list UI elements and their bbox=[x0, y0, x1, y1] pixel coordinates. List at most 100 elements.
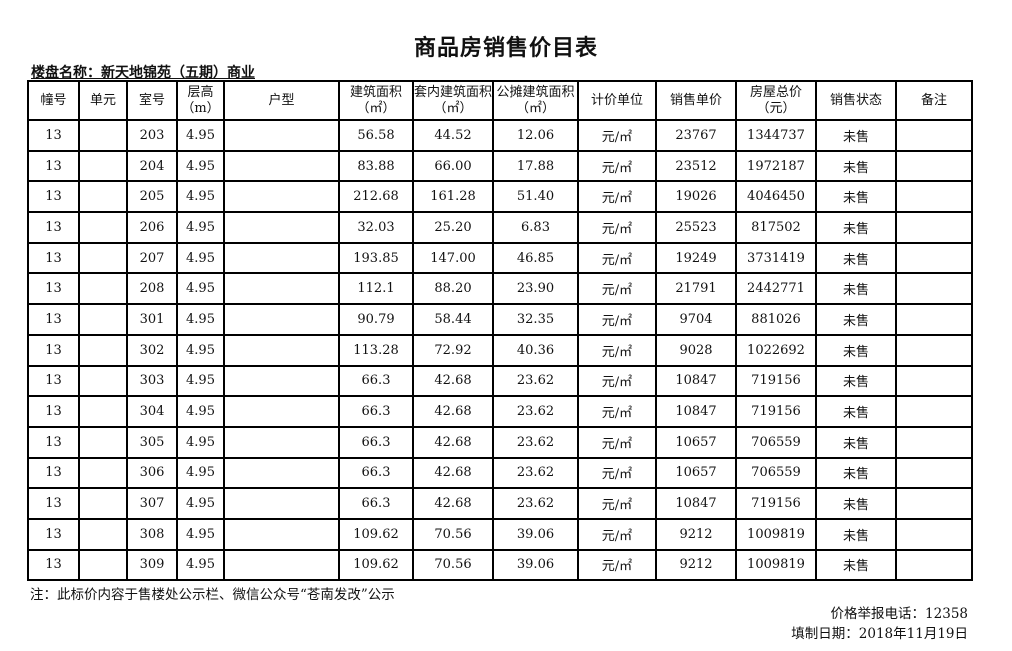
table-cell: 23.62 bbox=[492, 395, 579, 428]
table-cell bbox=[223, 517, 340, 551]
table-cell: 39.06 bbox=[492, 517, 579, 551]
table-row: 13 206 4.95 32.03 25.20 6.83 元/㎡ 25523 817502 未售 bbox=[27, 211, 973, 244]
table-row: 13 309 4.95 109.62 70.56 39.06 元/㎡ 9212 1009819 未… bbox=[27, 548, 973, 582]
table-cell: 元/㎡ bbox=[577, 487, 657, 520]
table-cell: 161.28 bbox=[412, 180, 494, 214]
table-cell: 4.95 bbox=[176, 303, 225, 336]
table-cell: 13 bbox=[27, 180, 80, 214]
table-cell bbox=[78, 119, 128, 152]
table-cell: 4.95 bbox=[176, 333, 225, 367]
table-cell: 13 bbox=[27, 149, 80, 183]
table-cell: 13 bbox=[27, 487, 80, 520]
table-cell bbox=[78, 425, 128, 459]
table-cell bbox=[78, 395, 128, 428]
table-cell: 4.95 bbox=[176, 272, 225, 306]
table-cell: 10657 bbox=[655, 456, 737, 490]
table-cell: 1022692 bbox=[735, 333, 817, 367]
table-cell: 719156 bbox=[735, 487, 817, 520]
table-cell: 9028 bbox=[655, 333, 737, 367]
table-cell bbox=[895, 241, 973, 275]
table-cell: 未售 bbox=[815, 456, 897, 490]
table-cell: 元/㎡ bbox=[577, 272, 657, 306]
column-header: 套内建筑面积（㎡） bbox=[412, 80, 494, 121]
table-cell: 1972187 bbox=[735, 149, 817, 183]
table-cell bbox=[223, 395, 340, 428]
table-cell bbox=[223, 456, 340, 490]
table-cell: 4.95 bbox=[176, 364, 225, 398]
table-cell: 12.06 bbox=[492, 119, 579, 152]
table-cell: 205 bbox=[126, 180, 178, 214]
table-cell: 147.00 bbox=[412, 241, 494, 275]
table-cell: 32.03 bbox=[338, 211, 414, 244]
table-cell bbox=[895, 180, 973, 214]
table-cell bbox=[895, 517, 973, 551]
table-cell: 212.68 bbox=[338, 180, 414, 214]
table-cell: 66.3 bbox=[338, 395, 414, 428]
table-cell: 301 bbox=[126, 303, 178, 336]
table-cell bbox=[223, 211, 340, 244]
table-cell: 4.95 bbox=[176, 119, 225, 152]
table-cell: 13 bbox=[27, 333, 80, 367]
table-cell: 113.28 bbox=[338, 333, 414, 367]
table-cell: 23512 bbox=[655, 149, 737, 183]
table-cell: 207 bbox=[126, 241, 178, 275]
table-row: 13 207 4.95 193.85 147.00 46.85 元/㎡ 19249 373141… bbox=[27, 241, 973, 275]
table-cell: 未售 bbox=[815, 241, 897, 275]
table-cell bbox=[78, 303, 128, 336]
table-cell: 1009819 bbox=[735, 548, 817, 582]
table-cell: 17.88 bbox=[492, 149, 579, 183]
table-cell: 305 bbox=[126, 425, 178, 459]
table-cell: 10847 bbox=[655, 395, 737, 428]
table-cell bbox=[223, 364, 340, 398]
table-cell: 46.85 bbox=[492, 241, 579, 275]
table-cell: 706559 bbox=[735, 425, 817, 459]
table-cell: 元/㎡ bbox=[577, 211, 657, 244]
table-cell: 23.62 bbox=[492, 425, 579, 459]
table-cell: 42.68 bbox=[412, 364, 494, 398]
table-cell: 元/㎡ bbox=[577, 395, 657, 428]
table-cell bbox=[895, 548, 973, 582]
table-cell: 4.95 bbox=[176, 456, 225, 490]
table-cell bbox=[223, 119, 340, 152]
table-cell bbox=[78, 241, 128, 275]
table-cell: 58.44 bbox=[412, 303, 494, 336]
table-cell: 13 bbox=[27, 303, 80, 336]
table-cell: 元/㎡ bbox=[577, 303, 657, 336]
table-cell: 元/㎡ bbox=[577, 149, 657, 183]
table-cell: 13 bbox=[27, 548, 80, 582]
table-cell: 109.62 bbox=[338, 517, 414, 551]
column-header: 层高（m） bbox=[176, 80, 225, 121]
table-cell: 未售 bbox=[815, 272, 897, 306]
table-cell: 66.3 bbox=[338, 425, 414, 459]
table-cell: 303 bbox=[126, 364, 178, 398]
table-cell: 13 bbox=[27, 517, 80, 551]
table-row: 13 303 4.95 66.3 42.68 23.62 元/㎡ 10847 719156 未售 bbox=[27, 364, 973, 398]
table-cell bbox=[895, 364, 973, 398]
page-title: 商品房销售价目表 bbox=[413, 36, 598, 61]
table-cell: 19249 bbox=[655, 241, 737, 275]
table-cell: 56.58 bbox=[338, 119, 414, 152]
table-cell: 23.62 bbox=[492, 487, 579, 520]
table-cell: 23.62 bbox=[492, 364, 579, 398]
table-header-row: 幢号 单元 室号 层高（m） 户型 建筑面积（㎡） 套内建筑面积（㎡） 公摊建筑面积（㎡） 计价… bbox=[27, 80, 973, 121]
table-cell: 88.20 bbox=[412, 272, 494, 306]
table-cell bbox=[895, 303, 973, 336]
table-cell: 4.95 bbox=[176, 395, 225, 428]
column-header: 备注 bbox=[895, 80, 973, 121]
table-cell: 66.3 bbox=[338, 487, 414, 520]
table-row: 13 208 4.95 112.1 88.20 23.90 元/㎡ 21791 2442771 未… bbox=[27, 272, 973, 306]
table-cell: 308 bbox=[126, 517, 178, 551]
table-cell: 1344737 bbox=[735, 119, 817, 152]
table-cell: 元/㎡ bbox=[577, 119, 657, 152]
table-cell: 706559 bbox=[735, 456, 817, 490]
table-cell: 未售 bbox=[815, 487, 897, 520]
column-header: 单元 bbox=[78, 80, 128, 121]
table-cell: 306 bbox=[126, 456, 178, 490]
table-cell: 66.3 bbox=[338, 364, 414, 398]
table-cell: 10847 bbox=[655, 487, 737, 520]
table-row: 13 306 4.95 66.3 42.68 23.62 元/㎡ 10657 706559 未售 bbox=[27, 456, 973, 490]
table-cell: 元/㎡ bbox=[577, 425, 657, 459]
table-cell: 70.56 bbox=[412, 548, 494, 582]
table-cell bbox=[895, 487, 973, 520]
table-row: 13 304 4.95 66.3 42.68 23.62 元/㎡ 10847 719156 未售 bbox=[27, 395, 973, 428]
